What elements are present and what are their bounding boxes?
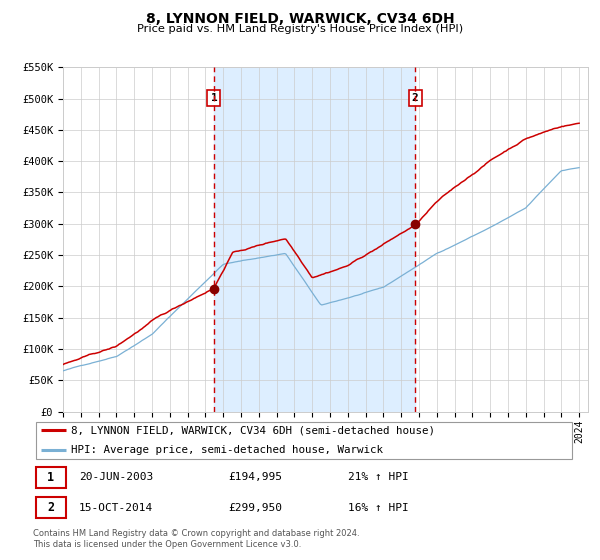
Bar [214,67,415,412]
Text: 8, LYNNON FIELD, WARWICK, CV34 6DH: 8, LYNNON FIELD, WARWICK, CV34 6DH [146,12,454,26]
Text: 1: 1 [47,471,54,484]
Text: Price paid vs. HM Land Registry's House Price Index (HPI): Price paid vs. HM Land Registry's House … [137,24,463,34]
Text: 1: 1 [211,93,217,103]
FancyBboxPatch shape [36,422,572,459]
Text: 2: 2 [47,501,54,514]
Text: 8, LYNNON FIELD, WARWICK, CV34 6DH (semi-detached house): 8, LYNNON FIELD, WARWICK, CV34 6DH (semi… [71,426,435,436]
Text: HPI: Average price, semi-detached house, Warwick: HPI: Average price, semi-detached house,… [71,445,383,455]
Text: 2: 2 [412,93,419,103]
FancyBboxPatch shape [36,466,65,488]
Text: 16% ↑ HPI: 16% ↑ HPI [348,503,409,513]
Text: 21% ↑ HPI: 21% ↑ HPI [348,472,409,482]
Text: £299,950: £299,950 [229,503,283,513]
Text: Contains HM Land Registry data © Crown copyright and database right 2024.: Contains HM Land Registry data © Crown c… [33,529,359,538]
FancyBboxPatch shape [36,497,65,519]
Text: 20-JUN-2003: 20-JUN-2003 [79,472,154,482]
Text: This data is licensed under the Open Government Licence v3.0.: This data is licensed under the Open Gov… [33,540,301,549]
Text: 15-OCT-2014: 15-OCT-2014 [79,503,154,513]
Text: £194,995: £194,995 [229,472,283,482]
